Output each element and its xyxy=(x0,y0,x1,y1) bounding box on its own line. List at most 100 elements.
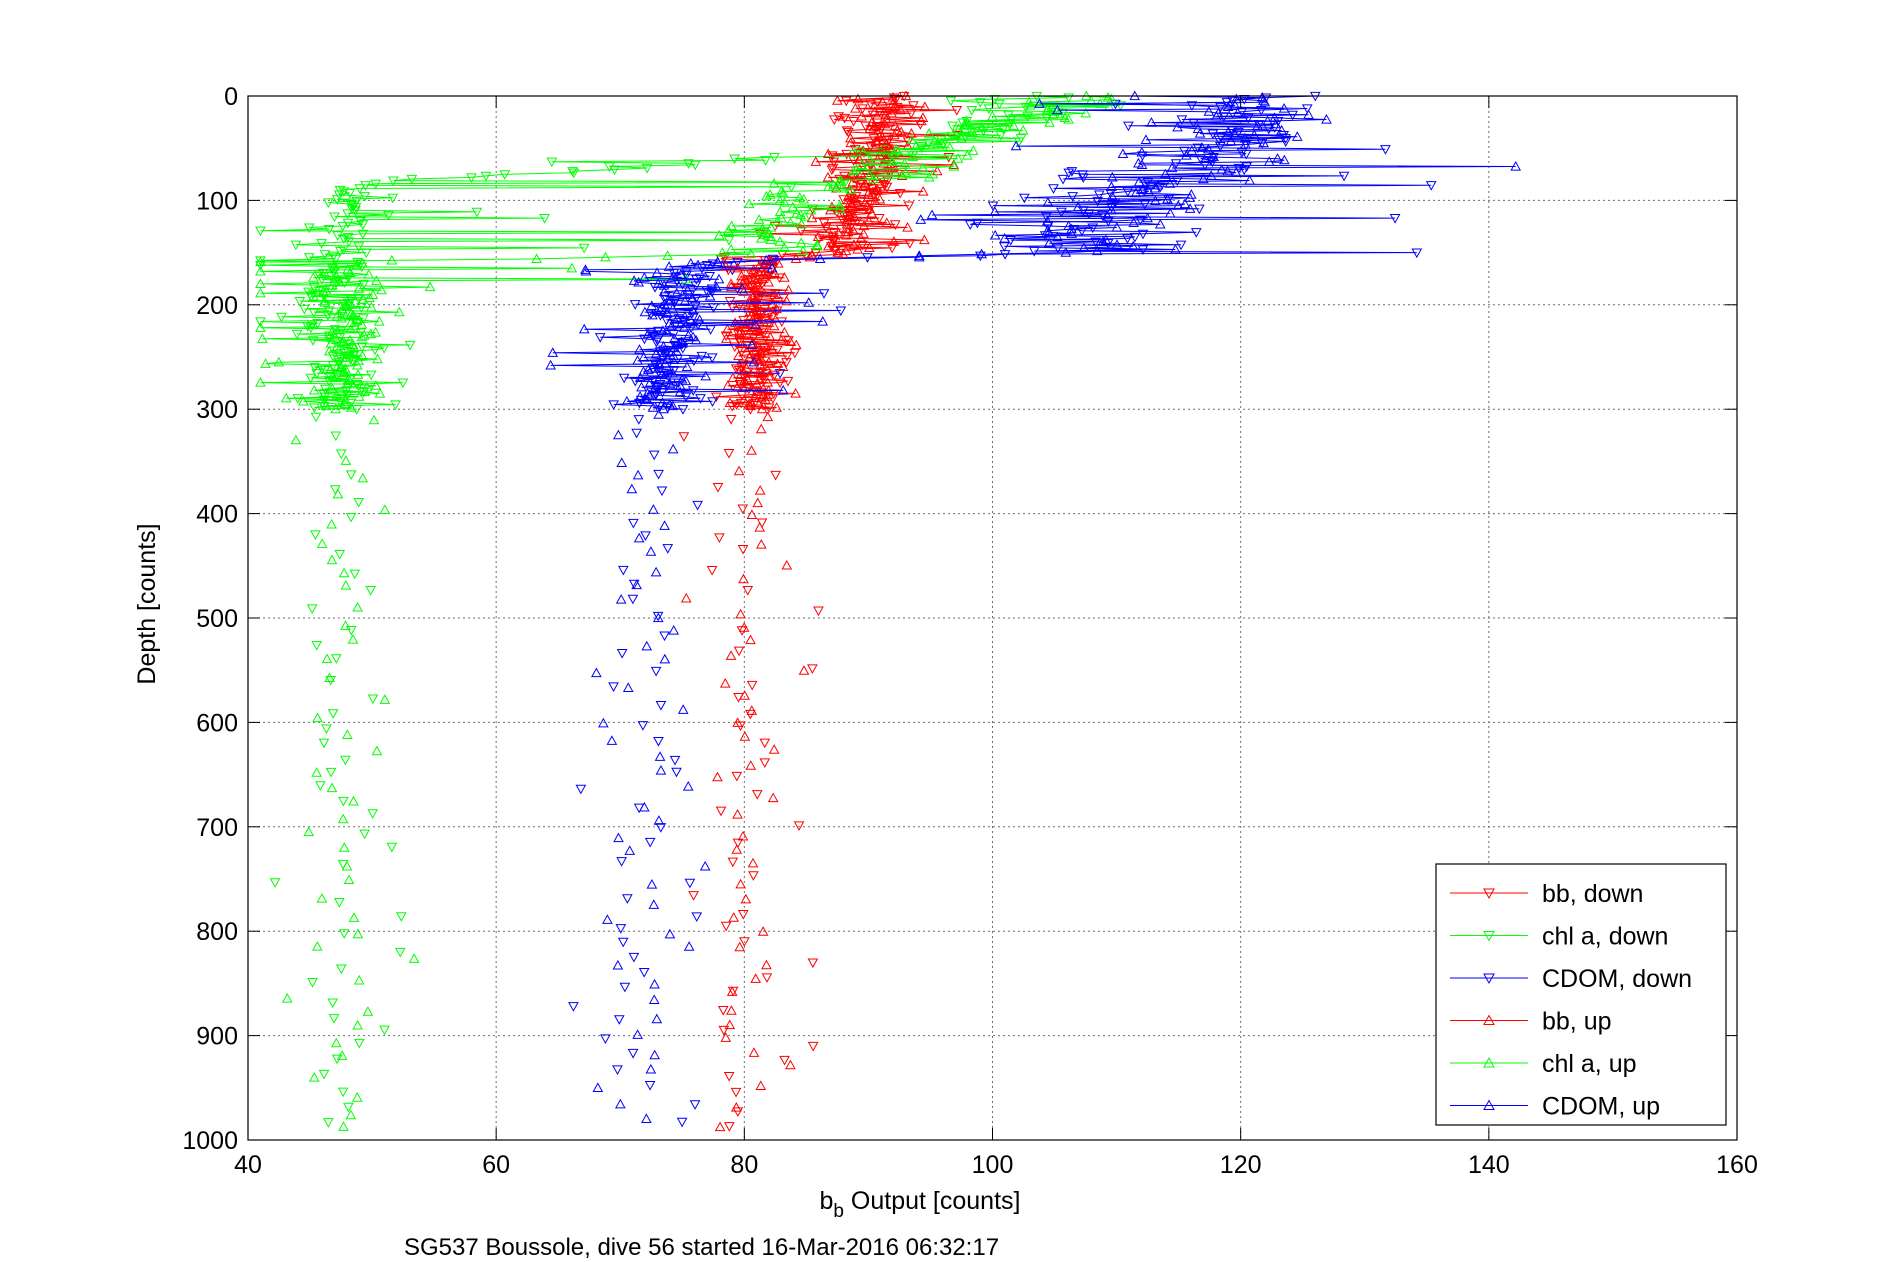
data-point xyxy=(1411,248,1423,259)
data-point xyxy=(1225,135,1237,146)
data-point xyxy=(887,162,898,173)
data-point xyxy=(878,134,890,144)
data-point xyxy=(613,1015,625,1025)
data-point xyxy=(1223,126,1234,137)
data-point xyxy=(1263,156,1275,166)
data-point xyxy=(1047,109,1059,119)
data-point xyxy=(926,209,938,220)
data-point xyxy=(1047,106,1059,116)
data-point xyxy=(330,1037,342,1048)
data-point xyxy=(952,153,964,163)
data-point xyxy=(766,262,778,273)
data-point xyxy=(957,118,968,129)
data-point xyxy=(466,173,477,183)
data-point xyxy=(774,236,786,246)
data-point xyxy=(762,411,774,422)
data-point xyxy=(807,664,818,675)
data-point xyxy=(1122,234,1133,245)
data-point xyxy=(1106,181,1117,191)
data-point xyxy=(844,196,856,207)
data-point xyxy=(774,369,786,379)
data-point xyxy=(319,297,331,307)
data-point xyxy=(759,738,771,749)
data-point xyxy=(771,303,782,314)
data-point xyxy=(651,267,663,278)
x-tick-label: 120 xyxy=(1220,1151,1262,1179)
data-point xyxy=(1149,182,1161,193)
data-point xyxy=(547,347,559,357)
data-point xyxy=(1260,93,1272,104)
data-point xyxy=(741,362,753,373)
data-point xyxy=(325,767,337,778)
data-point xyxy=(638,968,650,978)
data-point xyxy=(680,592,692,603)
data-point xyxy=(1128,217,1140,227)
data-point xyxy=(917,185,929,196)
data-point xyxy=(848,239,860,249)
data-point xyxy=(829,246,841,257)
data-point xyxy=(746,339,758,350)
data-point xyxy=(1166,162,1178,173)
data-point xyxy=(1142,212,1153,223)
data-point xyxy=(568,1002,579,1012)
data-point xyxy=(1272,153,1283,163)
tick-labels: 40 60 80 100 120 140 160 0 100 200 300 400 500 600 700… xyxy=(182,83,1757,1179)
data-point xyxy=(345,470,357,481)
data-point xyxy=(874,149,886,160)
legend-marker xyxy=(1483,1056,1495,1068)
data-point xyxy=(335,449,347,460)
data-point xyxy=(744,351,755,362)
data-point xyxy=(313,270,325,281)
data-point xyxy=(269,878,281,888)
data-point xyxy=(357,350,368,361)
data-point xyxy=(621,894,633,904)
data-point xyxy=(748,290,759,301)
data-point xyxy=(308,290,320,301)
data-point xyxy=(325,337,337,348)
data-point xyxy=(318,738,330,749)
data-point xyxy=(546,157,558,168)
data-point xyxy=(628,275,640,285)
data-point xyxy=(316,893,328,903)
data-point xyxy=(1034,98,1045,108)
data-point xyxy=(1252,120,1263,130)
data-point xyxy=(311,940,323,951)
y-tick-label: 100 xyxy=(196,187,238,215)
data-point xyxy=(798,665,810,675)
data-point xyxy=(299,304,310,315)
data-point xyxy=(654,751,666,761)
data-point xyxy=(326,518,337,529)
data-point xyxy=(404,340,416,351)
data-point xyxy=(341,860,353,871)
data-point xyxy=(1176,115,1188,126)
data-point xyxy=(768,256,780,266)
data-point xyxy=(333,897,345,908)
data-point xyxy=(863,206,875,216)
data-point xyxy=(638,801,650,812)
data-point xyxy=(600,1034,611,1045)
data-point xyxy=(811,240,823,251)
data-point xyxy=(661,326,672,337)
data-point xyxy=(342,209,353,219)
data-point xyxy=(1233,127,1244,138)
data-point xyxy=(803,297,815,307)
data-point xyxy=(340,755,351,766)
data-point xyxy=(881,217,893,227)
data-point xyxy=(772,215,783,226)
data-point xyxy=(655,701,667,711)
data-point xyxy=(615,924,627,934)
data-point xyxy=(835,175,847,185)
legend-entry: bb, down xyxy=(1450,880,1643,908)
data-point xyxy=(710,281,722,292)
data-point xyxy=(864,123,876,133)
data-point xyxy=(795,226,807,237)
legend-box xyxy=(1435,863,1727,1126)
data-point xyxy=(356,342,368,353)
data-point xyxy=(726,986,738,996)
data-point xyxy=(324,672,335,682)
data-point xyxy=(276,312,287,323)
data-point xyxy=(347,309,359,320)
data-point xyxy=(1280,137,1292,147)
data-point xyxy=(684,878,696,889)
data-point xyxy=(823,181,834,191)
